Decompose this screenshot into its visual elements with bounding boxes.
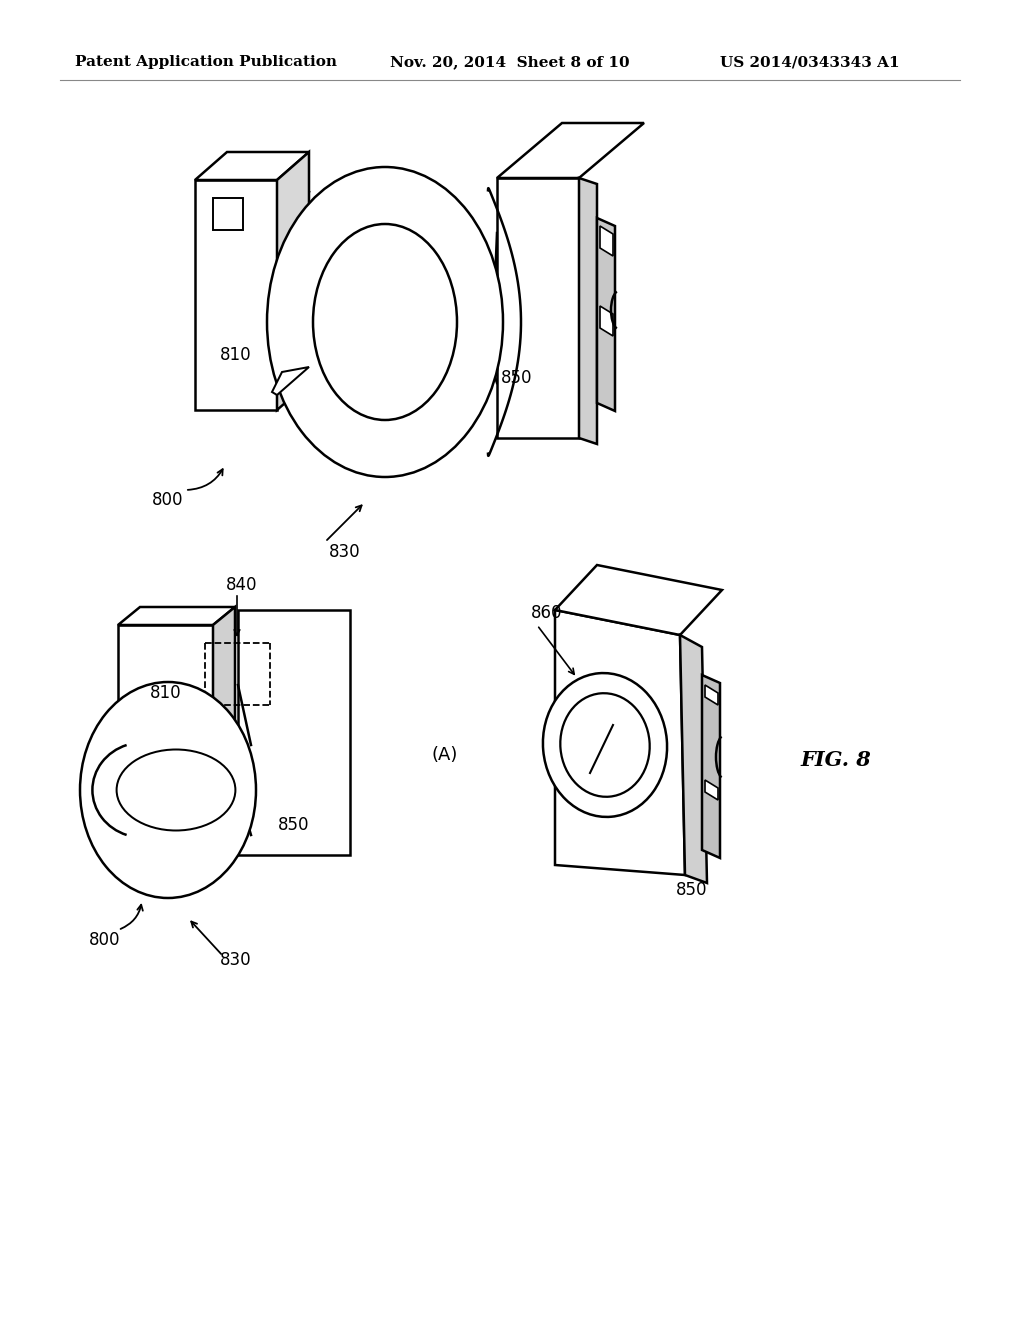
Text: Nov. 20, 2014  Sheet 8 of 10: Nov. 20, 2014 Sheet 8 of 10 — [390, 55, 630, 69]
Text: 860: 860 — [531, 605, 563, 622]
Text: 850: 850 — [502, 370, 532, 387]
Polygon shape — [680, 635, 707, 883]
Polygon shape — [705, 685, 718, 705]
Polygon shape — [118, 624, 213, 760]
Text: 810: 810 — [220, 346, 252, 364]
Ellipse shape — [80, 682, 256, 898]
Text: 830: 830 — [220, 950, 252, 969]
Polygon shape — [597, 218, 615, 411]
Text: 830: 830 — [329, 543, 360, 561]
Polygon shape — [278, 152, 309, 411]
Text: US 2014/0343343 A1: US 2014/0343343 A1 — [720, 55, 900, 69]
Polygon shape — [497, 178, 579, 438]
Ellipse shape — [267, 168, 503, 477]
Polygon shape — [600, 226, 613, 256]
Text: 810: 810 — [150, 684, 181, 701]
Polygon shape — [118, 607, 234, 624]
Text: Patent Application Publication: Patent Application Publication — [75, 55, 337, 69]
Text: FIG. 8: FIG. 8 — [800, 750, 870, 770]
Polygon shape — [213, 198, 243, 230]
Polygon shape — [238, 610, 350, 855]
Text: 800: 800 — [89, 931, 121, 949]
Polygon shape — [555, 610, 685, 875]
Polygon shape — [705, 780, 718, 800]
Polygon shape — [702, 675, 720, 858]
Ellipse shape — [543, 673, 667, 817]
Polygon shape — [195, 180, 278, 411]
Text: (A): (A) — [432, 746, 458, 764]
Polygon shape — [272, 367, 309, 395]
Polygon shape — [600, 306, 613, 337]
Text: 840: 840 — [226, 576, 258, 594]
Polygon shape — [213, 607, 234, 760]
Ellipse shape — [313, 224, 457, 420]
Polygon shape — [555, 565, 722, 635]
Ellipse shape — [560, 693, 649, 797]
Polygon shape — [497, 123, 644, 178]
Polygon shape — [195, 152, 309, 180]
Text: 850: 850 — [279, 816, 309, 834]
Polygon shape — [579, 178, 597, 444]
Text: 850: 850 — [676, 880, 708, 899]
Text: 800: 800 — [153, 491, 183, 510]
